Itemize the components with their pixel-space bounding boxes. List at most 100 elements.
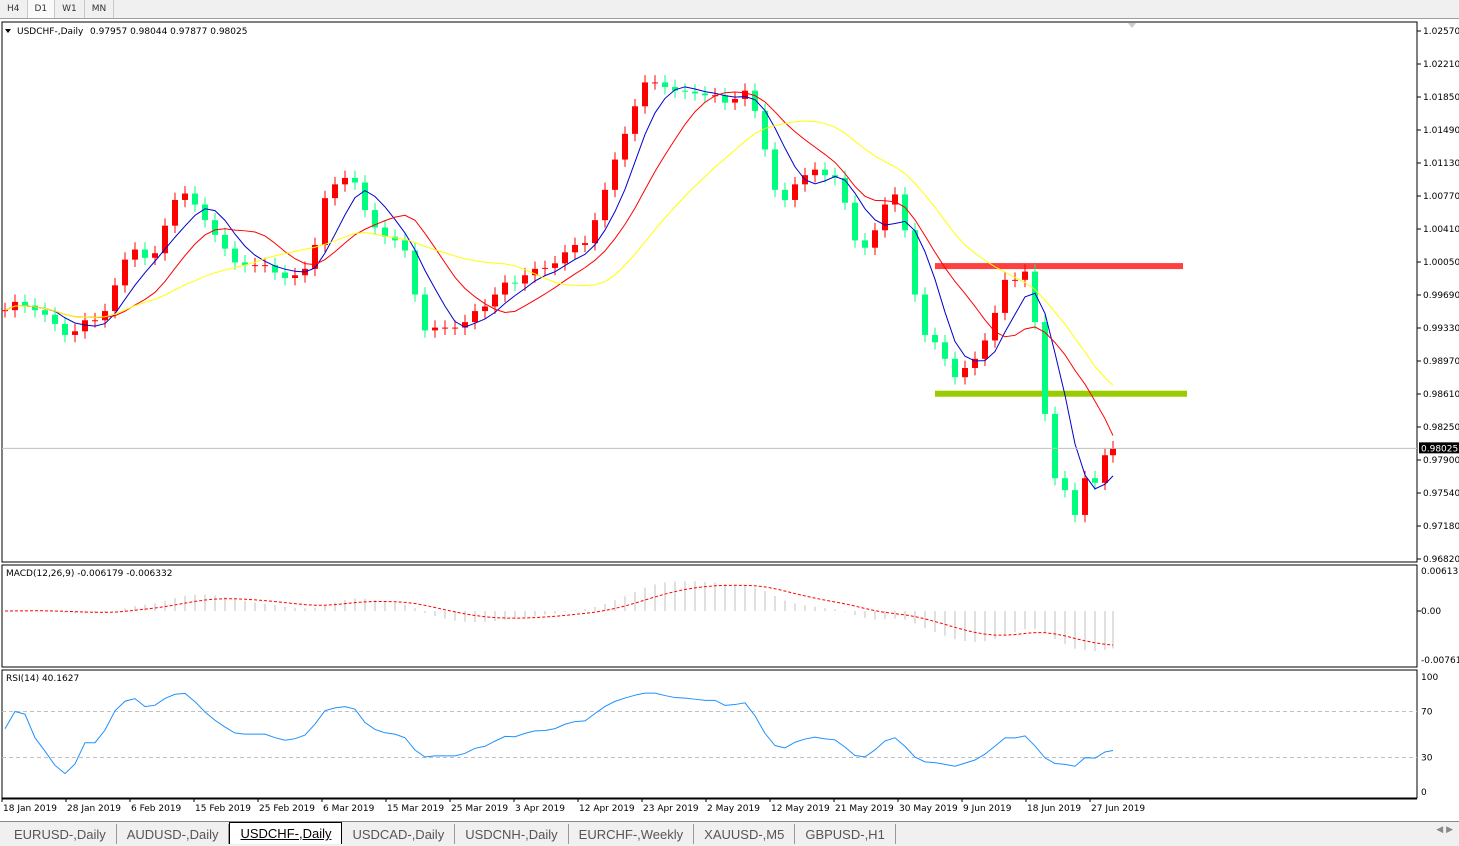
candle — [152, 253, 158, 258]
macd-tick: 0.00 — [1421, 607, 1441, 617]
timeframe-d1[interactable]: D1 — [27, 0, 56, 18]
date-tick: 18 Jan 2019 — [3, 804, 57, 814]
rsi-line — [4, 692, 1114, 775]
timeframe-h4[interactable]: H4 — [0, 0, 28, 18]
price-tick: 1.02210 — [1423, 60, 1459, 70]
candle — [392, 236, 398, 241]
candle — [1032, 271, 1038, 323]
timeframe-toolbar: H4 D1 W1 MN — [0, 0, 1459, 19]
candle — [982, 340, 988, 359]
candle — [482, 306, 488, 312]
candle — [692, 91, 698, 94]
chart-window[interactable]: 0.00613 0.00 -0.007612 100 70 30 0 1.02570 1.0… — [0, 20, 1459, 820]
shift-marker-icon[interactable] — [1128, 23, 1136, 28]
date-tick: 12 Apr 2019 — [579, 804, 635, 814]
support-line[interactable] — [935, 390, 1187, 397]
candle — [332, 184, 338, 199]
candle — [142, 249, 148, 258]
candle — [842, 177, 848, 203]
candle — [192, 193, 198, 205]
chart-tab[interactable]: USDCAD-,Daily — [342, 824, 456, 844]
candle — [702, 93, 708, 96]
candle — [382, 227, 388, 237]
candle — [282, 272, 288, 279]
rsi-pane — [1, 669, 1418, 799]
chart-tab[interactable]: USDCNH-,Daily — [455, 824, 569, 844]
candle — [92, 320, 98, 322]
candle — [62, 323, 68, 335]
date-tick: 6 Feb 2019 — [131, 804, 182, 814]
tab-scroll-arrows[interactable]: ◀ ▶ — [1436, 825, 1453, 835]
candle — [552, 263, 558, 268]
candle — [412, 250, 418, 295]
price-tick: 1.02570 — [1423, 27, 1459, 37]
candle — [662, 82, 668, 88]
date-tick: 30 May 2019 — [899, 804, 958, 814]
resistance-line[interactable] — [935, 263, 1183, 270]
candle — [422, 294, 428, 331]
timeframe-mn[interactable]: MN — [85, 0, 115, 18]
chart-tab[interactable]: USDCHF-,Daily — [229, 822, 343, 844]
date-tick: 27 Jun 2019 — [1091, 804, 1145, 814]
price-tick: 1.00050 — [1423, 258, 1459, 268]
price-tick: 0.99690 — [1423, 291, 1459, 301]
candle — [682, 90, 688, 92]
date-tick: 25 Mar 2019 — [451, 804, 508, 814]
candle — [52, 314, 58, 324]
candle — [532, 268, 538, 276]
rsi-tick: 0 — [1421, 788, 1427, 798]
chart-tab[interactable]: XAUUSD-,M5 — [694, 824, 796, 844]
macd-tick: 0.00613 — [1421, 567, 1458, 577]
candle — [882, 204, 888, 231]
price-tick: 1.01490 — [1423, 126, 1459, 136]
candle — [812, 169, 818, 176]
chart-tab[interactable]: AUDUSD-,Daily — [117, 824, 230, 844]
candle — [762, 110, 768, 150]
timeframe-w1[interactable]: W1 — [55, 0, 85, 18]
candle — [1012, 279, 1018, 281]
candle — [402, 240, 408, 251]
price-tick: 1.00410 — [1423, 225, 1459, 235]
candle — [242, 262, 248, 266]
candle — [1002, 279, 1008, 313]
candle — [1062, 478, 1068, 491]
candle — [212, 220, 218, 235]
chart-tab[interactable]: GBPUSD-,H1 — [795, 824, 896, 844]
dropdown-triangle-icon[interactable] — [5, 29, 11, 33]
price-tick: 0.97900 — [1423, 456, 1459, 466]
macd-label: MACD(12,26,9) -0.006179 -0.006332 — [6, 569, 172, 579]
price-tick: 0.96820 — [1423, 555, 1459, 565]
chart-tab[interactable]: EURUSD-,Daily — [4, 824, 117, 844]
candle — [172, 199, 178, 226]
date-tick: 28 Jan 2019 — [67, 804, 121, 814]
chart-tab[interactable]: EURCHF-,Weekly — [569, 824, 695, 844]
candle — [272, 265, 278, 273]
rsi-tick: 70 — [1421, 708, 1433, 718]
candle — [82, 320, 88, 332]
candle — [952, 358, 958, 378]
candle — [452, 327, 458, 329]
main-pane — [1, 21, 1418, 563]
candle — [162, 225, 168, 254]
candle — [972, 358, 978, 369]
candle — [312, 244, 318, 269]
candle — [462, 322, 468, 328]
candle — [1110, 448, 1116, 456]
rsi-label: RSI(14) 40.1627 — [6, 674, 79, 684]
candle — [442, 327, 448, 329]
ma-slow-line — [4, 120, 1114, 386]
candle — [292, 275, 298, 279]
macd-signal-line — [4, 584, 1114, 646]
price-tick: 0.97180 — [1423, 522, 1459, 532]
candle — [572, 244, 578, 253]
candle — [892, 194, 898, 205]
candle — [992, 312, 998, 341]
candle — [862, 240, 868, 248]
candle — [492, 294, 498, 307]
candle — [102, 311, 108, 321]
date-tick: 12 May 2019 — [771, 804, 830, 814]
date-tick: 9 Jun 2019 — [963, 804, 1012, 814]
candle — [752, 90, 758, 111]
chart-tabs: EURUSD-,Daily AUDUSD-,Daily USDCHF-,Daily U… — [0, 821, 1459, 846]
candle — [352, 177, 358, 183]
